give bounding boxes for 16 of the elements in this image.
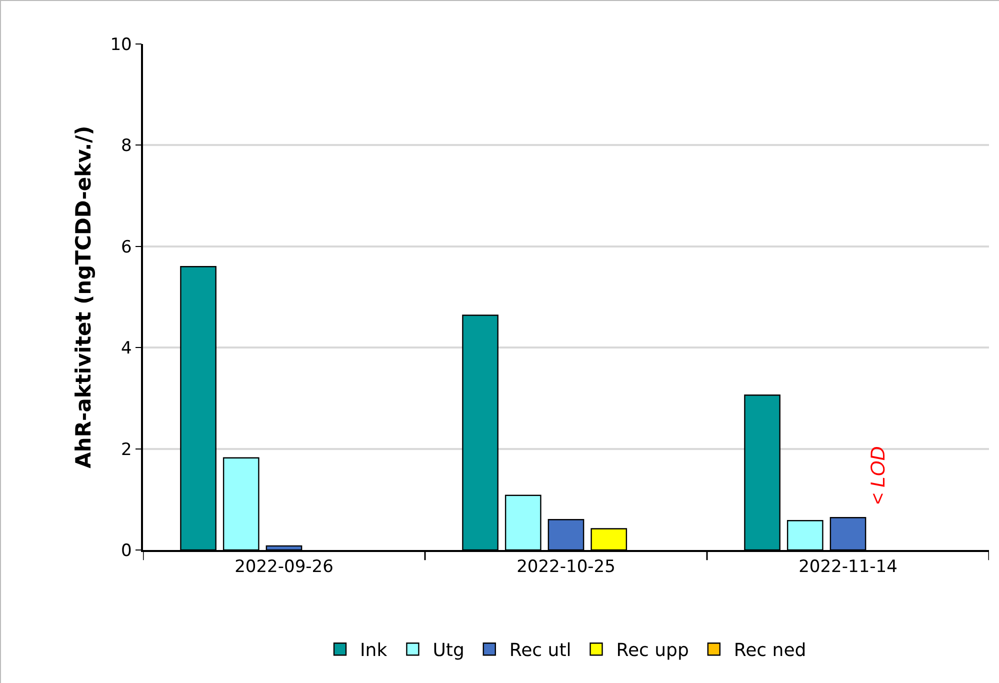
- y-tick-label: 0: [121, 540, 132, 561]
- y-tick-label: 4: [121, 338, 132, 359]
- y-tick-label: 10: [110, 34, 132, 55]
- y-tick-label: 6: [121, 237, 132, 258]
- y-tick-label: 8: [121, 136, 132, 156]
- legend-label: Rec ned: [734, 640, 806, 662]
- annotation: < LOD: [868, 446, 890, 505]
- y-tick-label: 2: [121, 440, 132, 460]
- legend-label: Utg: [432, 640, 464, 662]
- y-axis-title: AhR-aktivitet (ngTCDD-ekv./): [72, 126, 96, 468]
- x-tick-label: 2022-11-14: [798, 557, 898, 578]
- legend-label: Ink: [360, 640, 388, 662]
- x-tick-label: 2022-09-26: [234, 557, 334, 578]
- legend-label: Rec utl: [509, 640, 572, 662]
- x-tick-label: 2022-10-25: [516, 557, 616, 578]
- legend-label: Rec upp: [616, 640, 689, 662]
